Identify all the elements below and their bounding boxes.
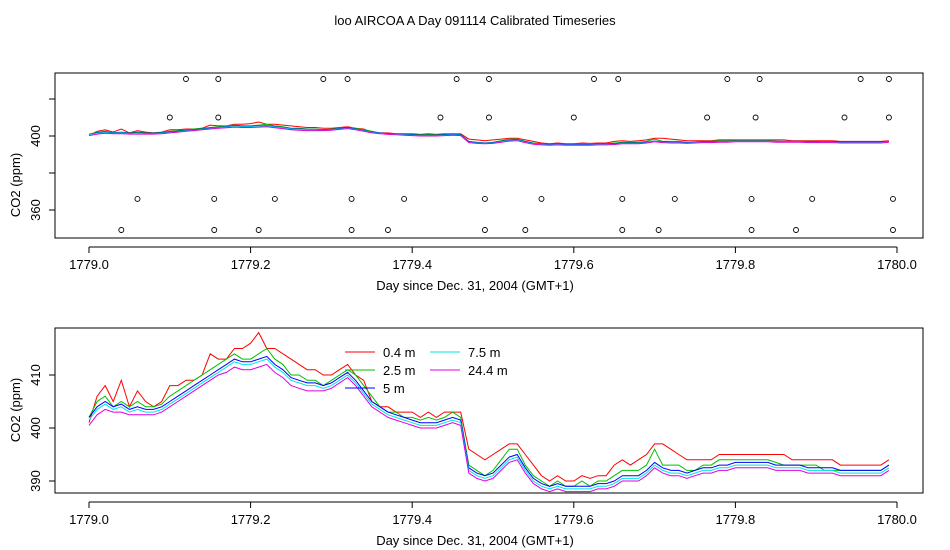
marker-point <box>748 227 755 233</box>
series-lines-bottom <box>88 331 890 493</box>
marker-point <box>655 227 662 233</box>
marker-point <box>486 76 492 82</box>
marker-point <box>615 76 622 82</box>
y-axis-label-bottom: CO2 (ppm) <box>8 378 23 442</box>
marker-point <box>481 195 488 202</box>
marker-point <box>486 114 492 121</box>
marker-point <box>437 114 444 121</box>
x-tick-label: 1779.0 <box>69 512 109 527</box>
x-tick-label: 1779.4 <box>392 512 432 527</box>
x-tick-label: 1780.0 <box>877 512 917 527</box>
marker-point <box>211 195 218 202</box>
marker-point <box>857 76 864 82</box>
marker-point <box>885 114 892 121</box>
marker-point <box>348 195 355 202</box>
x-axis-label-top: Day since Dec. 31, 2004 (GMT+1) <box>376 278 574 293</box>
series-line <box>88 355 890 487</box>
marker-point <box>183 76 189 82</box>
x-tick-label: 1779.0 <box>69 257 109 272</box>
marker-point <box>348 227 355 233</box>
panel-bottom: 1779.0 1779.2 1779.4 1779.6 1779.8 1780.0 390… <box>8 327 924 548</box>
y-tick-label: 360 <box>28 199 43 221</box>
plot-frame-top <box>54 72 924 239</box>
marker-point <box>885 76 892 82</box>
x-axis-label-bottom: Day since Dec. 31, 2004 (GMT+1) <box>376 533 574 548</box>
x-tick-label: 1780.0 <box>877 257 917 272</box>
marker-point <box>401 195 408 202</box>
x-tick-label: 1779.6 <box>554 512 594 527</box>
x-tick-label: 1779.8 <box>716 512 756 527</box>
marker-point <box>890 195 896 202</box>
marker-point <box>671 195 678 202</box>
marker-point <box>809 195 816 202</box>
marker-point <box>748 195 755 202</box>
legend-label: 5 m <box>383 381 405 396</box>
y-tick-label: 400 <box>28 125 43 147</box>
x-tick-label: 1779.4 <box>392 257 432 272</box>
legend-label: 7.5 m <box>468 345 501 360</box>
marker-point <box>890 227 896 233</box>
x-tick-label: 1779.2 <box>231 512 271 527</box>
legend-label: 0.4 m <box>383 345 416 360</box>
marker-point <box>118 227 125 233</box>
y-tick-label: 410 <box>28 364 43 386</box>
legend-label: 24.4 m <box>468 363 508 378</box>
marker-point <box>255 227 262 233</box>
x-axis-top: 1779.0 1779.2 1779.4 1779.6 1779.8 1780.0 <box>69 246 917 272</box>
legend: 0.4 m 2.5 m 5 m 7.5 m 24.4 m <box>345 345 508 396</box>
marker-point <box>752 114 759 121</box>
legend-label: 2.5 m <box>383 363 416 378</box>
x-tick-label: 1779.2 <box>231 257 271 272</box>
marker-point <box>211 227 218 233</box>
marker-point <box>271 195 278 202</box>
y-axis-bottom: 390 400 410 <box>28 364 56 492</box>
marker-point <box>522 227 529 233</box>
marker-point <box>619 195 626 202</box>
marker-point <box>619 227 626 233</box>
series-line <box>88 347 890 487</box>
series-line <box>88 126 889 146</box>
x-tick-label: 1779.8 <box>716 257 756 272</box>
marker-point <box>453 76 460 82</box>
x-tick-label: 1779.6 <box>554 257 594 272</box>
marker-point <box>385 227 391 233</box>
marker-points-top <box>118 76 896 233</box>
series-line <box>88 363 890 493</box>
figure-title: loo AIRCOA A Day 091114 Calibrated Times… <box>334 13 616 28</box>
y-axis-top: 360 400 <box>28 98 56 221</box>
marker-point <box>481 227 488 233</box>
marker-point <box>704 114 711 121</box>
marker-point <box>591 76 597 82</box>
series-line <box>88 358 890 490</box>
marker-point <box>756 76 763 82</box>
y-tick-label: 390 <box>28 470 43 492</box>
marker-point <box>724 76 731 82</box>
marker-point <box>215 76 222 82</box>
series-line <box>88 331 890 482</box>
y-tick-label: 400 <box>28 417 43 439</box>
series-lines-top <box>88 121 889 146</box>
marker-point <box>215 114 222 121</box>
marker-point <box>320 76 327 82</box>
marker-point <box>344 76 351 82</box>
x-axis-bottom: 1779.0 1779.2 1779.4 1779.6 1779.8 1780.0 <box>69 501 917 527</box>
marker-point <box>166 114 173 121</box>
marker-point <box>570 114 577 121</box>
panel-top: 1779.0 1779.2 1779.4 1779.6 1779.8 1780.0 360… <box>8 72 924 293</box>
marker-point <box>538 195 545 202</box>
marker-point <box>841 114 848 121</box>
marker-point <box>793 227 799 233</box>
y-axis-label-top: CO2 (ppm) <box>8 153 23 217</box>
marker-point <box>134 195 141 202</box>
